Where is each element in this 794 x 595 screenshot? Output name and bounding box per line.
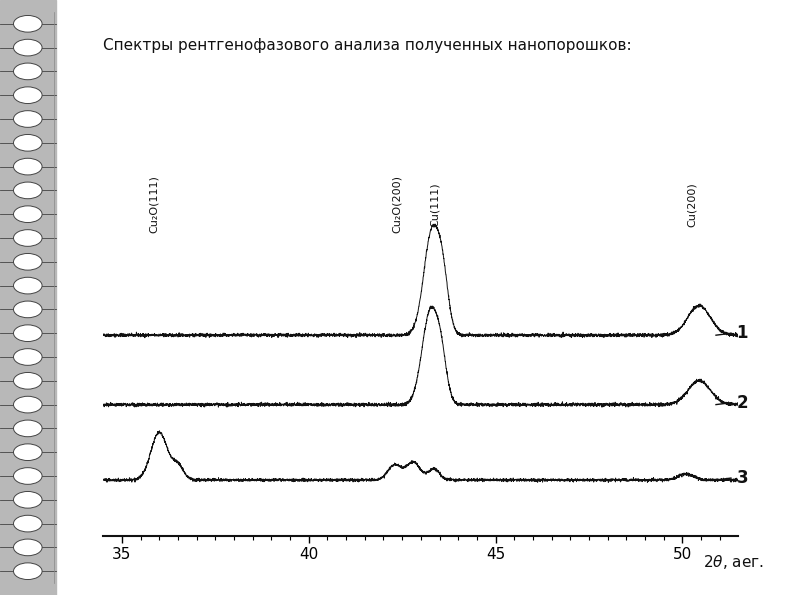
Text: Cu₂O(111): Cu₂O(111) (149, 176, 160, 233)
Text: Спектры рентгенофазового анализа полученных нанопорошков:: Спектры рентгенофазового анализа получен… (103, 38, 632, 53)
Text: 2$\theta$, аег.: 2$\theta$, аег. (703, 553, 764, 571)
Text: Cu(200): Cu(200) (688, 182, 697, 227)
Text: Cu₂O(200): Cu₂O(200) (392, 176, 402, 233)
Text: 3: 3 (737, 469, 748, 487)
Text: 2: 2 (737, 394, 748, 412)
Text: Cu(111): Cu(111) (430, 182, 440, 227)
Text: 1: 1 (737, 324, 748, 342)
